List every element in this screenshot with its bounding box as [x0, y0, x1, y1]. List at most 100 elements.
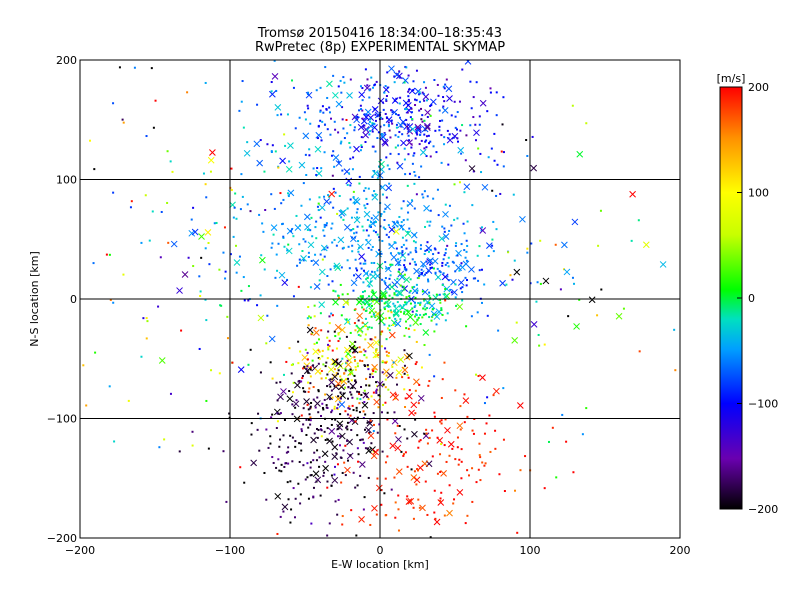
data-point [271, 377, 274, 380]
data-point [383, 306, 386, 309]
data-point [312, 398, 315, 401]
data-point [386, 354, 389, 357]
data-point [364, 187, 367, 190]
data-point [393, 476, 396, 479]
data-point [385, 98, 388, 101]
data-point-cross [463, 183, 471, 191]
data-point [329, 398, 332, 401]
data-point [463, 393, 466, 396]
data-point [367, 398, 370, 401]
data-point [302, 259, 305, 262]
data-point [480, 301, 483, 304]
data-point [394, 501, 397, 504]
data-point [318, 456, 321, 459]
data-point [443, 143, 446, 146]
data-point [346, 132, 349, 135]
data-point [319, 109, 322, 112]
data-point [513, 259, 516, 262]
data-point [327, 330, 330, 333]
data-point [346, 397, 349, 400]
data-point [423, 299, 426, 302]
data-point [305, 173, 308, 176]
data-point [277, 458, 280, 461]
data-point [361, 99, 364, 102]
data-point [383, 91, 386, 94]
data-point [340, 380, 343, 383]
data-point [250, 433, 253, 436]
data-point [411, 162, 414, 165]
data-point [361, 295, 364, 298]
data-point [144, 194, 147, 197]
data-point [336, 435, 339, 438]
data-point [340, 314, 343, 317]
data-point [283, 419, 286, 422]
data-point [384, 228, 387, 231]
data-point [265, 498, 268, 501]
data-point [460, 460, 463, 463]
data-point [306, 317, 309, 320]
data-point [317, 209, 320, 212]
data-point [304, 390, 307, 393]
data-point [405, 268, 408, 271]
data-point [455, 242, 458, 245]
data-point [401, 275, 404, 278]
data-point [294, 406, 297, 409]
data-point [327, 343, 330, 346]
data-point [163, 438, 166, 441]
data-point [419, 301, 422, 304]
data-point [319, 110, 322, 113]
data-point [368, 326, 371, 329]
data-point [358, 411, 361, 414]
data-point [323, 151, 326, 154]
data-point [369, 130, 372, 133]
data-point [374, 113, 377, 116]
data-point-cross [375, 484, 383, 492]
data-point [328, 345, 331, 348]
data-point [361, 87, 364, 90]
data-point [573, 282, 576, 285]
data-point [326, 480, 329, 483]
data-point [490, 147, 493, 150]
data-point [419, 247, 422, 250]
data-point [109, 298, 112, 301]
data-point [441, 378, 444, 381]
data-point-cross [406, 139, 413, 146]
data-point [346, 425, 349, 428]
data-point [458, 100, 461, 103]
data-point-cross [292, 400, 300, 408]
data-point [259, 371, 262, 374]
data-point [415, 313, 418, 316]
data-point [459, 129, 462, 132]
data-point [512, 193, 515, 196]
data-point-cross [322, 464, 329, 472]
data-point [337, 369, 340, 372]
data-point [333, 363, 336, 366]
data-point-cross [563, 268, 571, 276]
data-point [414, 246, 417, 249]
data-point [341, 293, 344, 296]
data-point [481, 461, 484, 464]
data-point [326, 373, 329, 376]
data-point [378, 248, 381, 251]
data-point-cross [481, 183, 489, 191]
data-point [334, 128, 337, 131]
data-point [306, 365, 309, 368]
data-point [290, 363, 293, 366]
data-point [286, 481, 289, 484]
data-point [356, 434, 359, 437]
data-point [394, 432, 397, 435]
data-point [306, 462, 309, 465]
data-point [459, 405, 462, 408]
data-point [486, 110, 489, 113]
data-point [282, 235, 285, 238]
data-point [453, 218, 456, 221]
data-point [443, 230, 446, 233]
data-point-cross [338, 401, 346, 408]
data-point [456, 137, 459, 140]
data-point [369, 419, 372, 422]
data-point [386, 86, 389, 89]
data-point [371, 145, 374, 148]
data-point [169, 392, 172, 395]
data-point [346, 428, 349, 431]
data-point [337, 85, 340, 88]
